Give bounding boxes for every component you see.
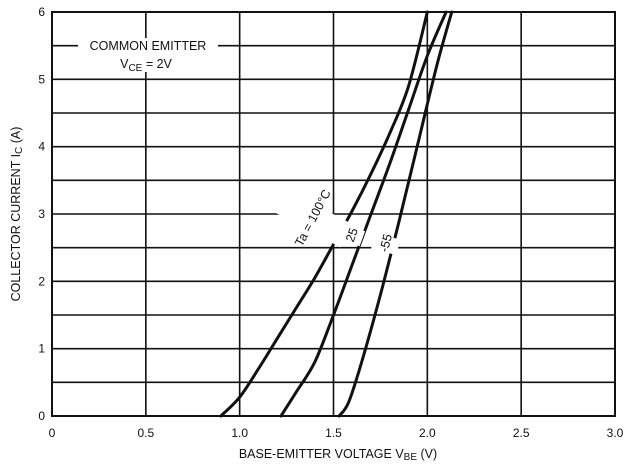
x-tick-label: 2.5 (513, 426, 530, 440)
y-axis-title-unit: (A) (9, 127, 23, 147)
x-axis-title: BASE-EMITTER VOLTAGE VBE (V) (239, 447, 437, 463)
y-tick-label: 1 (38, 342, 45, 356)
y-tick-label: 4 (38, 140, 45, 154)
y-axis-title-main: COLLECTOR CURRENT I (9, 154, 23, 301)
curve-label-25: 25 (343, 226, 361, 244)
x-axis-title-main: BASE-EMITTER VOLTAGE V (239, 447, 405, 461)
x-tick-label: 0.5 (137, 426, 154, 440)
curve-label-minus-55: -55 (377, 232, 395, 253)
y-tick-label: 2 (38, 274, 45, 288)
x-axis-title-subscript: BE (404, 452, 418, 463)
x-tick-label: 2.0 (419, 426, 436, 440)
x-tick-label: 1.0 (231, 426, 248, 440)
annotation-box-bg (78, 38, 218, 72)
x-tick-label: 1.5 (325, 426, 342, 440)
y-axis-title-subscript: C (14, 147, 25, 154)
y-tick-label: 6 (38, 5, 45, 19)
y-tick-labels: 0 1 2 3 4 5 6 (38, 5, 45, 423)
curve-label-bg-25 (338, 223, 366, 247)
y-tick-label: 0 (38, 409, 45, 423)
curve-ta-minus-55 (337, 10, 454, 418)
y-axis-title: COLLECTOR CURRENT IC (A) (9, 127, 25, 302)
x-axis-title-unit: (V) (417, 447, 437, 461)
annotation-line-1: COMMON EMITTER (90, 39, 207, 53)
curve-ta-100 (219, 10, 429, 418)
x-tick-labels: 0 0.5 1.0 1.5 2.0 2.5 3.0 (49, 426, 624, 440)
annotation-vce-symbol: V (120, 57, 129, 71)
plot-border (51, 11, 616, 417)
x-tick-label: 0 (49, 426, 56, 440)
x-tick-label: 3.0 (607, 426, 624, 440)
y-tick-label: 5 (38, 72, 45, 86)
y-tick-label: 3 (38, 207, 45, 221)
annotation-line-2: VCE = 2V (120, 57, 172, 74)
curve-label-bg-55 (371, 232, 401, 256)
annotation-vce-subscript: CE (128, 63, 142, 74)
curve-label-bg-100 (273, 188, 353, 248)
annotation-vce-value: = 2V (142, 57, 172, 71)
